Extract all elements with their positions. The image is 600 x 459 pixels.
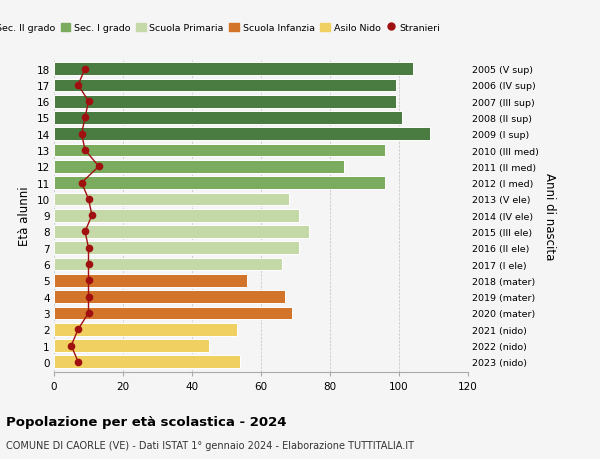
Bar <box>54 209 299 222</box>
Y-axis label: Età alunni: Età alunni <box>18 186 31 246</box>
Bar <box>54 307 292 319</box>
Bar <box>54 79 395 92</box>
Bar <box>54 95 395 108</box>
Bar <box>54 145 385 157</box>
Bar <box>54 63 413 76</box>
Bar <box>54 177 385 190</box>
Bar <box>54 161 344 174</box>
Bar <box>54 340 209 352</box>
Text: Popolazione per età scolastica - 2024: Popolazione per età scolastica - 2024 <box>6 415 287 428</box>
Bar <box>54 274 247 287</box>
Bar <box>54 291 285 303</box>
Bar <box>54 258 282 271</box>
Bar <box>54 112 403 124</box>
Bar <box>54 356 240 369</box>
Bar <box>54 242 299 255</box>
Legend: Sec. II grado, Sec. I grado, Scuola Primaria, Scuola Infanzia, Asilo Nido, Stran: Sec. II grado, Sec. I grado, Scuola Prim… <box>0 24 440 33</box>
Bar <box>54 323 237 336</box>
Y-axis label: Anni di nascita: Anni di nascita <box>543 172 556 259</box>
Bar <box>54 193 289 206</box>
Bar <box>54 128 430 141</box>
Bar <box>54 226 310 238</box>
Text: COMUNE DI CAORLE (VE) - Dati ISTAT 1° gennaio 2024 - Elaborazione TUTTITALIA.IT: COMUNE DI CAORLE (VE) - Dati ISTAT 1° ge… <box>6 440 414 450</box>
